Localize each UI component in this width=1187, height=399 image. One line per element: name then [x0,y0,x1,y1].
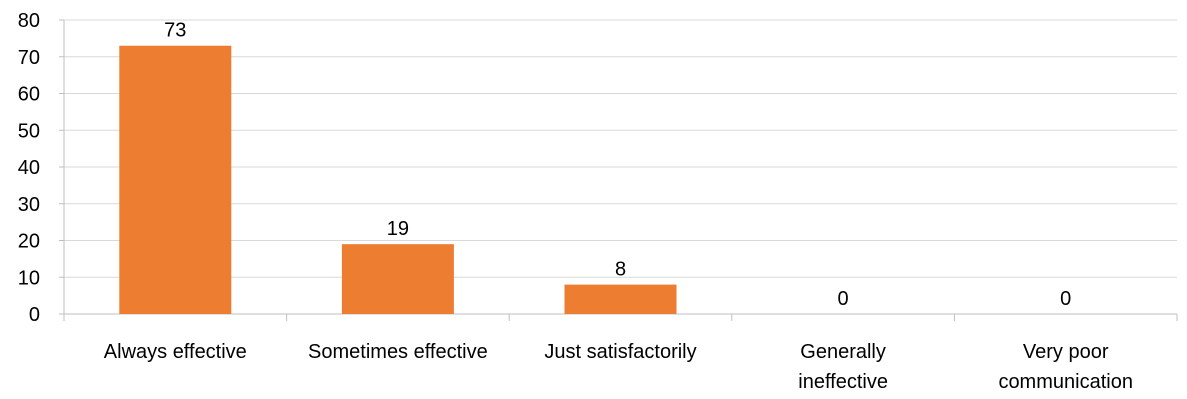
x-category-label-line: Very poor [1023,341,1109,363]
data-label: 19 [387,218,409,240]
y-tick-label: 60 [18,84,40,106]
y-tick-label: 20 [18,231,40,253]
x-category-label: Generally ineffective [798,341,888,393]
bar [564,284,677,314]
data-labels: 73 19 8 0 0 [164,20,1071,310]
y-tick-label: 70 [18,47,40,69]
data-label: 73 [164,20,186,42]
x-category-label-line: Always effective [104,341,247,363]
x-category-label-line: Sometimes effective [308,341,488,363]
x-category-label: Very poor communication [998,341,1133,393]
x-category-label-line: Just satisfactorily [544,341,696,363]
gridlines [64,19,1177,278]
data-label: 8 [615,259,626,281]
y-tick-label: 50 [18,120,40,142]
bar [119,45,232,314]
x-category-label-line: Generally [800,341,886,363]
bars [119,45,677,314]
data-label: 0 [1060,288,1071,310]
y-axis-tick-labels: 0 10 20 30 40 50 60 70 80 [18,10,40,326]
y-tick-label: 40 [18,157,40,179]
data-label: 0 [838,288,849,310]
y-tick-label: 30 [18,194,40,216]
x-category-label: Sometimes effective [308,341,488,363]
x-category-label: Always effective [104,341,247,363]
x-category-label-line: communication [998,371,1133,393]
bar [341,244,454,314]
x-category-label: Just satisfactorily [544,341,696,363]
y-tick-label: 80 [18,10,40,32]
x-axis-category-labels: Always effective Sometimes effective Just … [104,341,1133,393]
y-tick-label: 10 [18,267,40,289]
y-tick-label: 0 [29,304,40,326]
x-category-label-line: ineffective [798,371,888,393]
